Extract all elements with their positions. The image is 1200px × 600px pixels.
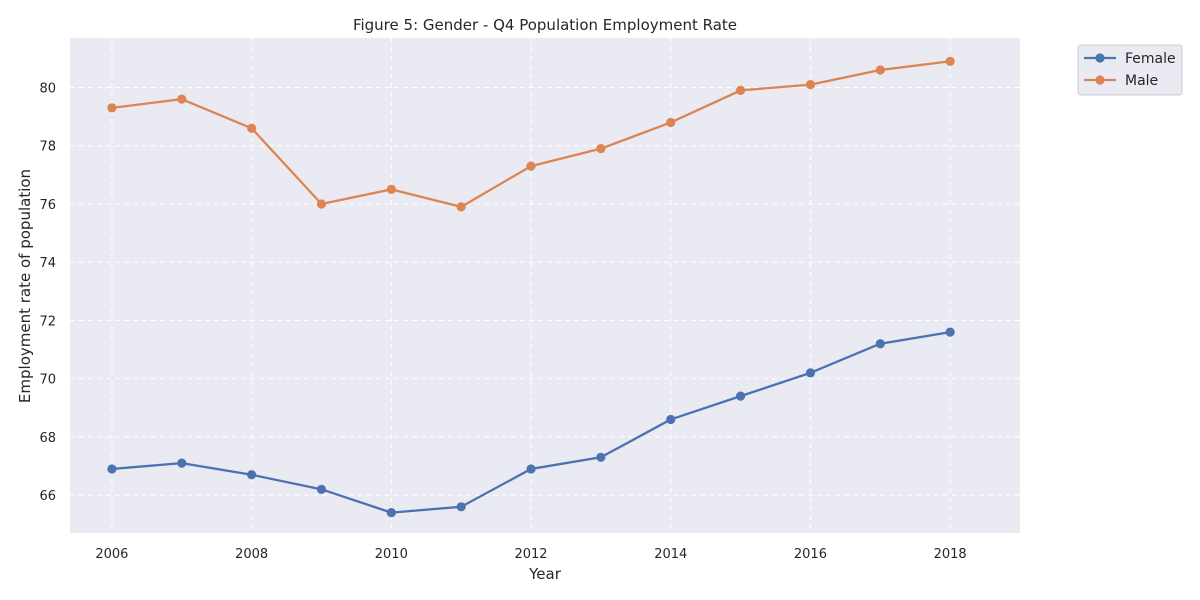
plot-area: 2006 2008 2010 2012 2014 2016 2018 66 68 70 72 74 76…: [39, 38, 1020, 562]
data-point-female: [596, 452, 606, 462]
data-point-female: [666, 414, 676, 425]
legend: Female Male: [1077, 44, 1183, 96]
y-tick-label: 70: [39, 373, 56, 388]
x-tick-label: 2016: [794, 547, 827, 562]
legend-label: Male: [1125, 73, 1158, 89]
legend-label: Female: [1125, 51, 1176, 67]
data-point-male: [386, 184, 396, 195]
plot-background: [70, 38, 1020, 533]
data-point-male: [316, 199, 327, 209]
x-axis-title: Year: [528, 565, 562, 583]
data-point-male: [107, 103, 117, 113]
y-tick-label: 72: [39, 314, 56, 329]
data-point-female: [805, 368, 816, 378]
y-tick-label: 74: [39, 256, 56, 271]
data-point-male: [456, 202, 466, 212]
data-point-male: [875, 65, 885, 75]
data-point-female: [316, 484, 327, 494]
data-point-female: [107, 464, 117, 474]
data-point-male: [526, 161, 536, 171]
y-tick-label: 68: [39, 431, 56, 446]
y-tick-label: 66: [39, 489, 56, 504]
data-point-female: [386, 508, 396, 518]
data-point-female: [177, 458, 187, 468]
data-point-female: [945, 327, 955, 337]
data-point-male: [805, 79, 816, 90]
y-tick-label: 80: [39, 82, 56, 97]
data-point-male: [666, 117, 676, 128]
series-female: [107, 327, 955, 518]
data-point-male: [596, 144, 606, 154]
data-point-male: [735, 85, 746, 96]
legend-marker: [1095, 75, 1105, 85]
x-tick-label: 2010: [375, 547, 408, 562]
series-male: [107, 56, 955, 212]
data-point-female: [735, 391, 746, 401]
x-tick-label: 2006: [95, 547, 128, 562]
chart-title: Figure 5: Gender - Q4 Population Employm…: [353, 16, 737, 34]
data-point-male: [177, 94, 187, 104]
y-axis-title: Employment rate of population: [16, 169, 34, 403]
y-tick-label: 76: [39, 198, 56, 213]
data-point-male: [247, 123, 257, 133]
data-point-female: [456, 502, 466, 512]
data-point-female: [247, 470, 257, 480]
data-point-female: [526, 464, 536, 474]
x-tick-label: 2018: [934, 547, 967, 562]
legend-marker: [1095, 53, 1105, 63]
data-point-male: [945, 56, 955, 66]
x-tick-label: 2012: [514, 547, 547, 562]
y-tick-label: 78: [39, 140, 56, 155]
x-tick-label: 2008: [235, 547, 268, 562]
x-tick-label: 2014: [654, 547, 687, 562]
data-point-female: [875, 339, 885, 349]
